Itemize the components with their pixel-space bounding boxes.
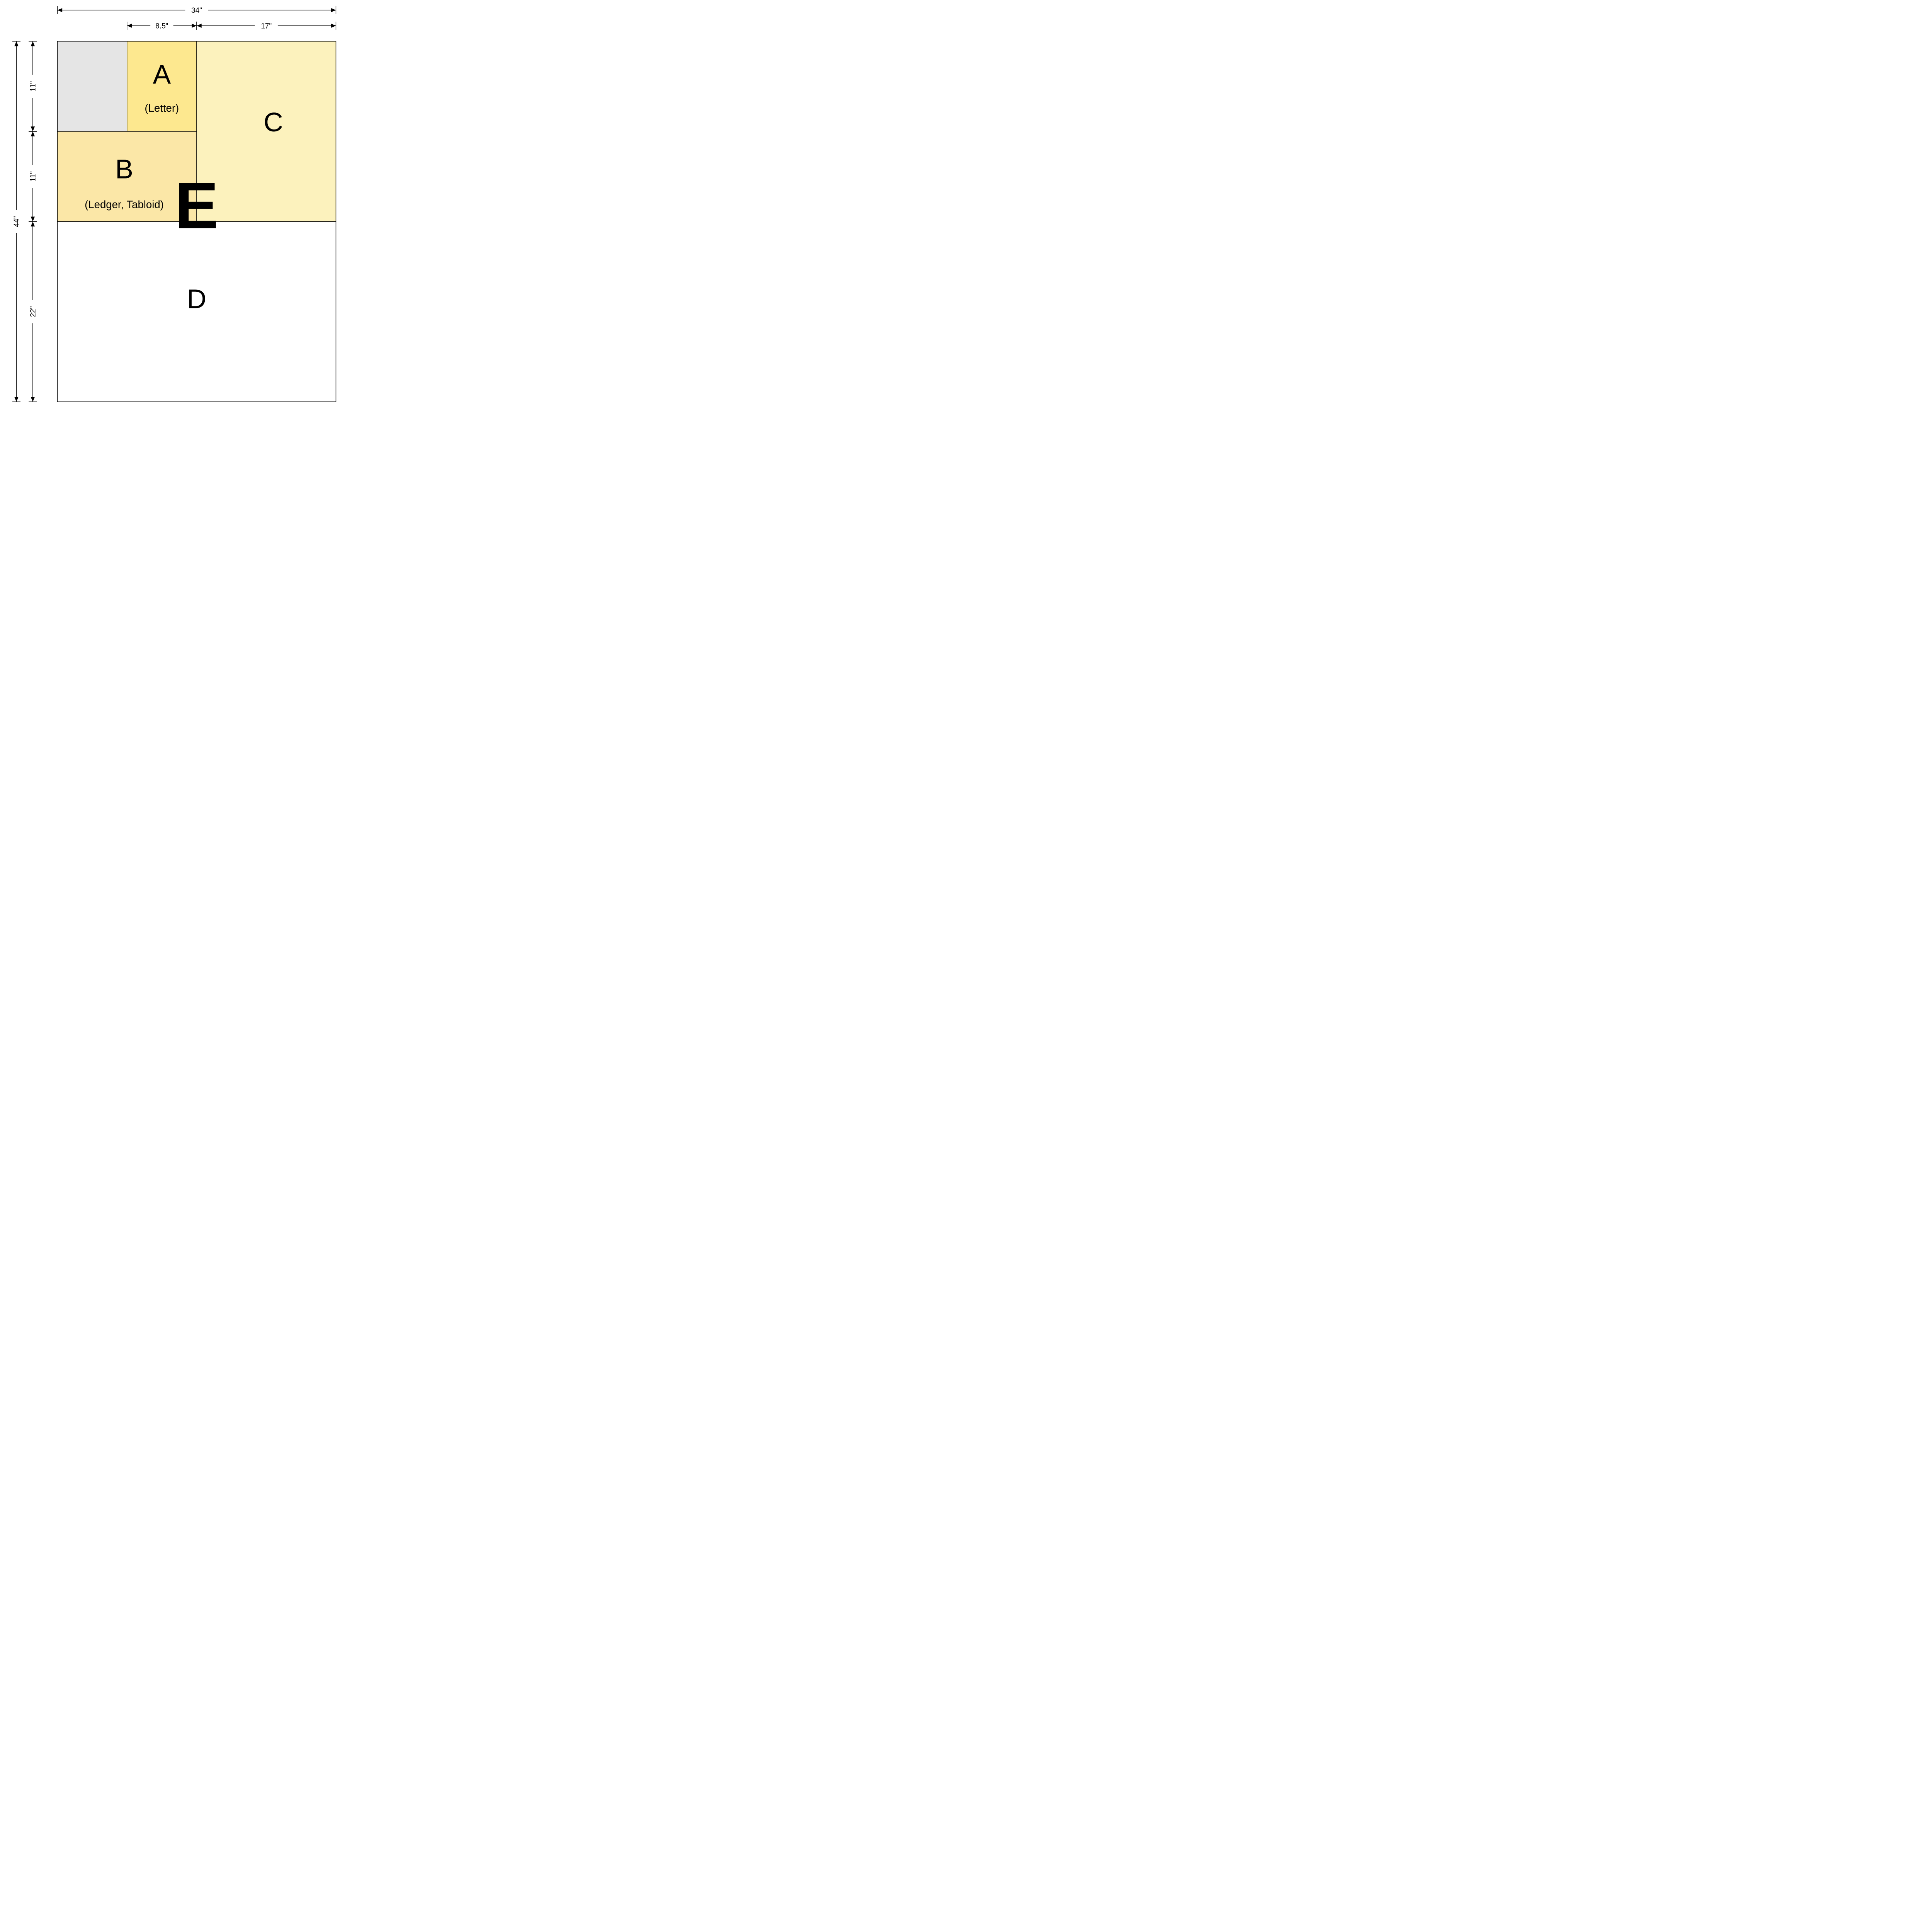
label-e: E: [175, 168, 218, 242]
sublabel-a: (Letter): [145, 102, 179, 114]
region-gray: [57, 41, 127, 131]
label-a: A: [153, 59, 171, 89]
paper-size-diagram: A (Letter) B (Ledger, Tabloid) C D E 34"…: [0, 0, 352, 435]
dimension-left-11in-lower: 11": [29, 131, 37, 221]
dimension-label: 44": [13, 216, 21, 227]
dimension-top-8p5in: 8.5": [127, 22, 197, 30]
dimension-left-22in: 22": [29, 221, 37, 402]
label-c: C: [264, 107, 283, 137]
dimension-label: 17": [261, 22, 272, 30]
dimension-label: 22": [29, 306, 37, 317]
sublabel-b: (Ledger, Tabloid): [85, 198, 164, 210]
dimension-label: 34": [191, 7, 202, 15]
dimension-label: 8.5": [155, 22, 168, 30]
dimension-left-44in: 44": [12, 41, 21, 402]
dimension-label: 11": [29, 81, 37, 92]
dimension-top-17in: 17": [197, 22, 336, 30]
dimension-top-34in: 34": [57, 6, 336, 15]
dimension-label: 11": [29, 171, 37, 182]
label-d: D: [187, 284, 207, 314]
dimension-left-11in-upper: 11": [29, 41, 37, 131]
label-b: B: [115, 154, 133, 184]
